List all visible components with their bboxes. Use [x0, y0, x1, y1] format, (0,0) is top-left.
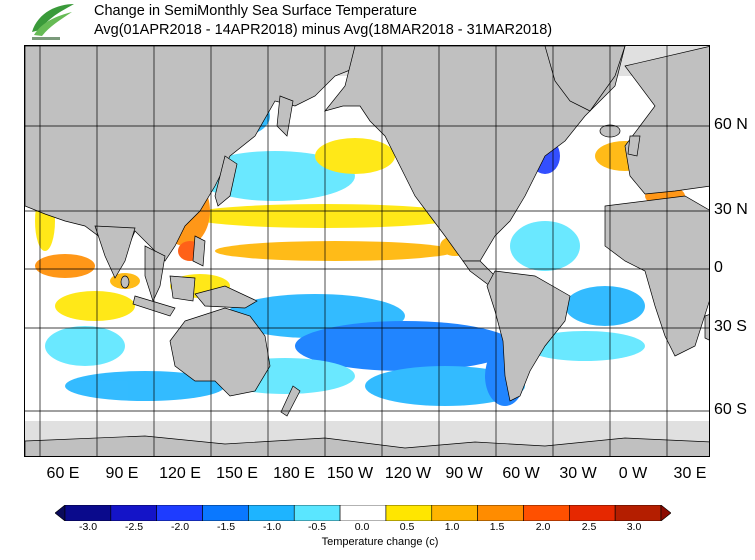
colorbar-label: -1.5: [216, 521, 236, 533]
north-america: [324, 46, 626, 262]
y-tick-30s: 30 S: [714, 318, 747, 335]
colorbar-swatch: [202, 505, 249, 521]
x-tick-150w: 150 W: [326, 465, 374, 482]
colorbar-label: -3.0: [78, 521, 98, 533]
y-tick-60s: 60 S: [714, 401, 747, 418]
colorbar-swatch: [569, 505, 616, 521]
colorbar-swatch: [64, 505, 112, 521]
colorbar-swatch: [385, 505, 433, 521]
x-tick-30w: 30 W: [559, 465, 597, 482]
colorbar-swatch: [431, 505, 478, 521]
map-title: Change in SemiMonthly Sea Surface Temper…: [94, 2, 552, 40]
colorbar-label: 0.0: [354, 521, 370, 533]
africa: [604, 195, 709, 357]
x-tick-60w: 60 W: [502, 465, 540, 482]
colorbar-arrow-left: [55, 505, 66, 521]
x-tick-0w: 0 W: [618, 465, 648, 482]
x-tick-60e: 60 E: [46, 465, 80, 482]
agency-logo: [32, 4, 74, 40]
graticule: [25, 46, 709, 456]
x-tick-180e: 180 E: [273, 465, 315, 482]
title-line-1: Change in SemiMonthly Sea Surface Temper…: [94, 3, 417, 19]
antarctica: [25, 435, 709, 456]
sst-map: [24, 45, 710, 457]
colorbar-label: -1.0: [262, 521, 282, 533]
colorbar-label: 2.0: [535, 521, 551, 533]
south-america: [486, 270, 571, 402]
colorbar-swatch: [614, 505, 662, 521]
x-tick-90w: 90 W: [445, 465, 483, 482]
colorbar-label: 0.5: [399, 521, 415, 533]
x-tick-150e: 150 E: [216, 465, 258, 482]
australia: [169, 307, 271, 397]
colorbar-label: 1.0: [444, 521, 460, 533]
logo-leaf-icon: [32, 4, 74, 32]
y-tick-0: 0: [714, 259, 723, 276]
colorbar-swatch: [523, 505, 570, 521]
colorbar-swatch: [293, 505, 341, 521]
colorbar-swatch: [110, 505, 157, 521]
colorbar-label: -2.0: [170, 521, 190, 533]
title-line-2: Avg(01APR2018 - 14APR2018) minus Avg(18M…: [94, 22, 553, 38]
colorbar-title: Temperature change (c): [321, 536, 439, 548]
x-tick-30e: 30 E: [673, 465, 707, 482]
colorbar-swatch: [477, 505, 524, 521]
colorbar-swatch: [339, 505, 387, 521]
colorbar-label: -2.5: [124, 521, 144, 533]
x-tick-120w: 120 W: [384, 465, 432, 482]
greenland: [544, 46, 626, 112]
colorbar-label: 3.0: [626, 521, 642, 533]
colorbar-swatch: [156, 505, 203, 521]
colorbar: [55, 505, 671, 521]
colorbar-arrow-right: [660, 505, 671, 521]
colorbar-swatch: [248, 505, 295, 521]
x-tick-120e: 120 E: [159, 465, 201, 482]
colorbar-label: 1.5: [489, 521, 505, 533]
colorbar-label: 2.5: [581, 521, 597, 533]
colorbar-label: -0.5: [307, 521, 327, 533]
x-tick-90e: 90 E: [105, 465, 139, 482]
y-tick-30n: 30 N: [714, 201, 748, 218]
y-tick-60n: 60 N: [714, 116, 748, 133]
